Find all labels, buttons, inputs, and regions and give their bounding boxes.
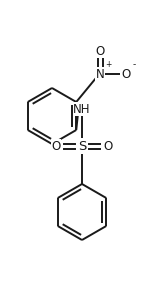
Text: O: O	[51, 139, 61, 153]
Text: N: N	[96, 68, 104, 81]
Text: NH: NH	[73, 103, 91, 116]
Text: O: O	[121, 68, 131, 81]
Text: O: O	[95, 44, 105, 58]
Text: +: +	[105, 60, 111, 69]
Text: O: O	[103, 139, 113, 153]
Text: S: S	[78, 139, 86, 153]
Text: -: -	[133, 60, 136, 69]
